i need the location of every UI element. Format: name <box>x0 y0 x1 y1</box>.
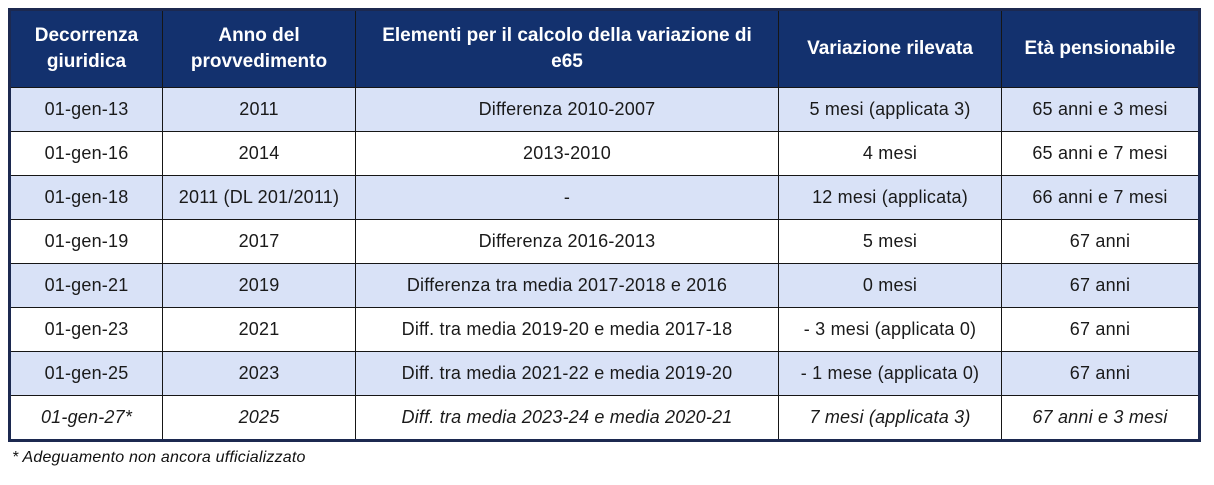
table-cell: 01-gen-16 <box>9 131 163 176</box>
table-cell: 2013-2010 <box>355 131 779 176</box>
table-row: 01-gen-18 2011 (DL 201/2011) -12 mesi (app… <box>9 175 1200 220</box>
table-cell: 01-gen-25 <box>9 351 163 396</box>
table-cell: 2025 <box>162 395 356 441</box>
header-row: Decorrenza giuridica Anno del provvedimen… <box>9 9 1200 88</box>
table-cell: Differenza 2016-2013 <box>355 219 779 264</box>
table-cell: 5 mesi (applicata 3) <box>778 87 1002 132</box>
table-row: 01-gen-19 2017 Differenza 2016-2013 5 mesi 6… <box>9 219 1200 264</box>
table-cell: 2011 <box>162 87 356 132</box>
table-cell: 67 anni <box>1001 219 1200 264</box>
table-cell: 12 mesi (applicata) <box>778 175 1002 220</box>
table-cell: 0 mesi <box>778 263 1002 308</box>
table-row: 01-gen-23 2021 Diff. tra media 2019-20 e m… <box>9 307 1200 352</box>
table-cell: Diff. tra media 2019-20 e media 2017-18 <box>355 307 779 352</box>
pension-age-table: Decorrenza giuridica Anno del provvedimen… <box>8 8 1201 442</box>
table-cell: 2021 <box>162 307 356 352</box>
table-cell: Differenza tra media 2017-2018 e 2016 <box>355 263 779 308</box>
table-cell: 2011 (DL 201/2011) <box>162 175 356 220</box>
table-row: 01-gen-16 2014 2013-2010 4 mesi 65 anni e 7 … <box>9 131 1200 176</box>
column-header: Anno del provvedimento <box>162 9 356 88</box>
footnote: * Adeguamento non ancora ufficializzato <box>12 449 306 466</box>
table-row: 01-gen-27* 2025 Diff. tra media 2023-24 e … <box>9 395 1200 441</box>
table-cell: 2019 <box>162 263 356 308</box>
table-cell: 65 anni e 7 mesi <box>1001 131 1200 176</box>
table-cell: 67 anni e 3 mesi <box>1001 395 1200 441</box>
table-cell: Diff. tra media 2023-24 e media 2020-21 <box>355 395 779 441</box>
table-row: 01-gen-21 2019 Differenza tra media 2017-2… <box>9 263 1200 308</box>
table-cell: 01-gen-27* <box>9 395 163 441</box>
table-cell: 67 anni <box>1001 351 1200 396</box>
column-header: Elementi per il calcolo della variazione… <box>355 9 779 88</box>
table-cell: 01-gen-19 <box>9 219 163 264</box>
table-cell: 67 anni <box>1001 263 1200 308</box>
table-cell: 66 anni e 7 mesi <box>1001 175 1200 220</box>
table-row: 01-gen-25 2023 Diff. tra media 2021-22 e m… <box>9 351 1200 396</box>
table-cell: 4 mesi <box>778 131 1002 176</box>
column-header: Variazione rilevata <box>778 9 1002 88</box>
table-cell: 5 mesi <box>778 219 1002 264</box>
table-cell: Diff. tra media 2021-22 e media 2019-20 <box>355 351 779 396</box>
table-cell: - 3 mesi (applicata 0) <box>778 307 1002 352</box>
table-cell: 7 mesi (applicata 3) <box>778 395 1002 441</box>
table-cell: 2023 <box>162 351 356 396</box>
table-cell: - <box>355 175 779 220</box>
table-cell: 65 anni e 3 mesi <box>1001 87 1200 132</box>
column-header: Età pensionabile <box>1001 9 1200 88</box>
table-cell: - 1 mese (applicata 0) <box>778 351 1002 396</box>
table-cell: 01-gen-21 <box>9 263 163 308</box>
table-cell: 2017 <box>162 219 356 264</box>
column-header: Decorrenza giuridica <box>9 9 163 88</box>
table-cell: 01-gen-23 <box>9 307 163 352</box>
table-cell: 01-gen-13 <box>9 87 163 132</box>
table-cell: 01-gen-18 <box>9 175 163 220</box>
table-cell: Differenza 2010-2007 <box>355 87 779 132</box>
table-cell: 67 anni <box>1001 307 1200 352</box>
table-cell: 2014 <box>162 131 356 176</box>
table-row: 01-gen-13 2011 Differenza 2010-2007 5 mesi … <box>9 87 1200 132</box>
